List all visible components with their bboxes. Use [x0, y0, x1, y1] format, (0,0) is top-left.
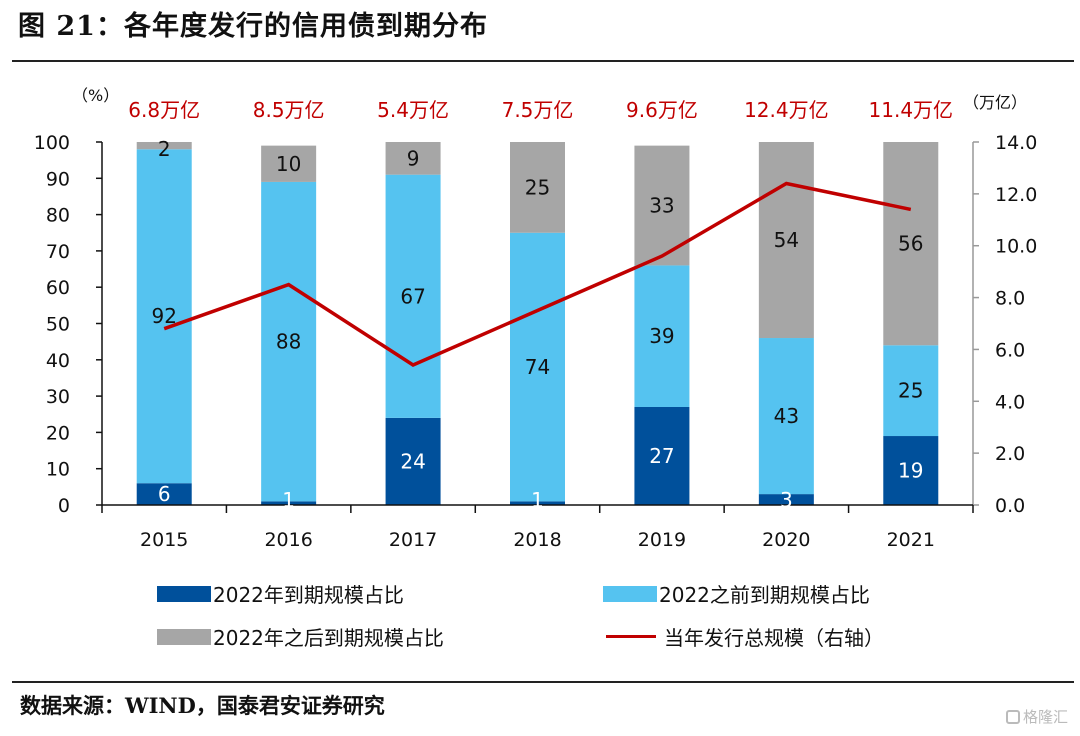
left-axis-tick-label: 50	[46, 314, 70, 336]
bar-segment-2017-s1	[385, 174, 441, 418]
bar-segment-2019-s0	[634, 406, 690, 505]
legend-swatch-dark-blue	[157, 585, 211, 602]
x-axis-tick-label: 2019	[638, 529, 686, 551]
bar-segment-2016-s0	[261, 501, 317, 505]
bar-value-label: 9	[407, 146, 420, 170]
legend-label: 2022年之后到期规模占比	[213, 626, 444, 650]
bar-value-label: 25	[898, 379, 923, 403]
bar-segment-2017-s2	[385, 142, 441, 175]
issuance-annotation: 11.4万亿	[869, 98, 954, 122]
left-axis-tick-label: 70	[46, 241, 70, 263]
legend-swatch-red-line	[606, 635, 656, 638]
legend-item-2022-due: 2022年到期规模占比	[157, 579, 404, 608]
bar-segment-2021-s0	[883, 436, 939, 505]
bar-segment-2020-s2	[758, 142, 814, 339]
legend-label: 2022之前到期规模占比	[659, 583, 870, 607]
bar-segment-2021-s1	[883, 345, 939, 437]
bar-value-label: 25	[525, 175, 550, 199]
issuance-annotation: 5.4万亿	[377, 98, 449, 122]
left-axis-tick-label: 0	[58, 495, 70, 517]
right-axis-tick-label: 12.0	[995, 184, 1037, 206]
bar-segment-2021-s2	[883, 142, 939, 346]
right-axis-tick-label: 0.0	[995, 495, 1025, 517]
right-axis-tick-label: 8.0	[995, 288, 1025, 310]
legend-swatch-light-blue	[603, 585, 657, 602]
bar-segment-2018-s1	[510, 232, 565, 502]
right-axis-unit-label: （万亿）	[963, 93, 1027, 112]
bar-value-label: 1	[531, 488, 544, 512]
x-axis-tick-label: 2018	[513, 529, 561, 551]
bar-segment-2019-s1	[634, 265, 690, 407]
legend-label: 2022年到期规模占比	[213, 583, 404, 607]
right-axis-tick-label: 10.0	[995, 236, 1037, 258]
bar-value-label: 24	[400, 449, 425, 473]
x-axis-tick-label: 2021	[887, 529, 935, 551]
bar-segment-2017-s0	[385, 417, 441, 505]
bar-value-label: 27	[649, 444, 674, 468]
axes-group: 0 10 20 30 40 50 60 70 80 90 100 （%） 0.0 2.0 4.0 6.0 8.0…	[34, 86, 1038, 551]
chart: 0 10 20 30 40 50 60 70 80 90 100 （%） 0.0 2.0 4.0 6.0 8.0…	[34, 86, 1038, 551]
figure-title: 图 21：各年度发行的信用债到期分布	[18, 11, 488, 42]
bar-segment-2020-s1	[758, 338, 814, 495]
legend-label: 当年发行总规模（右轴）	[664, 626, 884, 650]
left-axis-tick-label: 80	[46, 205, 70, 227]
bar-segment-2018-s2	[510, 142, 565, 233]
left-axis-tick-label: 40	[46, 350, 70, 372]
bar-value-label: 3	[780, 488, 793, 512]
bar-segment-2015-s0	[136, 483, 192, 505]
bar-segment-2018-s0	[510, 501, 565, 505]
x-axis-tick-label: 2015	[140, 529, 188, 551]
issuance-annotation: 7.5万亿	[502, 98, 574, 122]
legend-item-total-issuance: 当年发行总规模（右轴）	[606, 622, 884, 651]
bar-value-label: 56	[898, 232, 923, 256]
right-axis-tick-label: 2.0	[995, 443, 1025, 465]
bar-value-label: 1	[282, 488, 295, 512]
left-axis-tick-label: 90	[46, 168, 70, 190]
bar-value-label: 67	[400, 284, 425, 308]
legend-swatch-gray	[157, 628, 211, 645]
bar-value-label: 6	[158, 482, 171, 506]
left-axis-tick-label: 20	[46, 422, 70, 444]
issuance-annotation: 12.4万亿	[744, 98, 829, 122]
bar-value-label: 33	[649, 194, 674, 218]
right-axis-tick-label: 6.0	[995, 339, 1025, 361]
left-axis-unit-label: （%）	[72, 86, 119, 105]
bar-value-label: 43	[774, 404, 799, 428]
bar-value-label: 39	[649, 324, 674, 348]
left-axis-tick-label: 60	[46, 277, 70, 299]
bar-value-label: 92	[151, 304, 176, 328]
left-axis-tick-label: 100	[34, 132, 70, 154]
bottom-rule	[12, 681, 1074, 683]
bar-value-label: 88	[276, 330, 301, 354]
watermark-text: 格隆汇	[1022, 708, 1068, 726]
bar-segment-2016-s2	[261, 145, 317, 182]
line-group	[163, 181, 912, 367]
bar-segment-2016-s1	[261, 181, 317, 502]
bar-value-label: 54	[774, 228, 799, 252]
legend-item-after-2022: 2022年之后到期规模占比	[157, 622, 444, 651]
issuance-annotation: 9.6万亿	[626, 98, 698, 122]
x-axis-tick-label: 2017	[389, 529, 437, 551]
bar-segment-2020-s0	[758, 494, 814, 505]
left-axis-tick-label: 10	[46, 459, 70, 481]
bar-value-label: 74	[525, 355, 550, 379]
x-axis-tick-label: 2020	[762, 529, 810, 551]
legend-item-before-2022: 2022之前到期规模占比	[603, 579, 870, 608]
bar-value-label: 10	[276, 152, 301, 176]
watermark-logo-icon	[1005, 709, 1020, 724]
bar-value-label: 19	[898, 459, 923, 483]
watermark: 格隆汇	[1005, 706, 1068, 727]
top-rule	[12, 60, 1074, 62]
left-axis-tick-label: 30	[46, 386, 70, 408]
source-note: 数据来源：WIND，国泰君安证券研究	[20, 693, 385, 718]
labels-group: 6922188102467917425273933343541925566.8万…	[128, 98, 953, 512]
bar-segment-2015-s1	[136, 149, 192, 484]
right-axis-tick-label: 4.0	[995, 391, 1025, 413]
right-axis-tick-label: 14.0	[995, 132, 1037, 154]
x-axis-tick-label: 2016	[264, 529, 312, 551]
issuance-annotation: 8.5万亿	[253, 98, 325, 122]
bar-value-label: 2	[158, 137, 171, 161]
bar-segment-2015-s2	[136, 142, 192, 150]
issuance-annotation: 6.8万亿	[128, 98, 200, 122]
